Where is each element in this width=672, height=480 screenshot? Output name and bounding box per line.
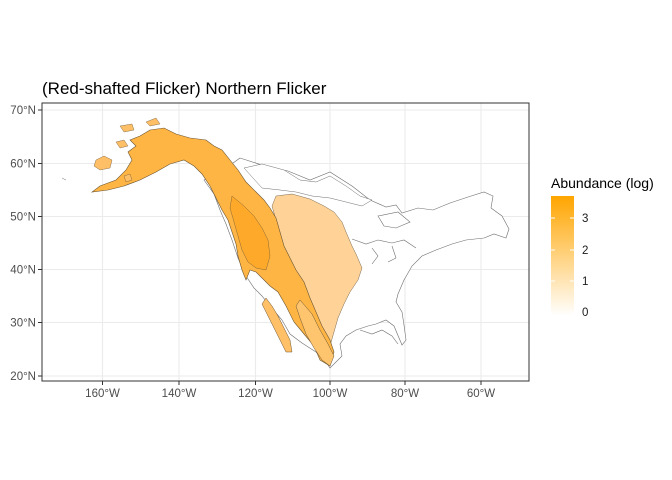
alaska-island-2	[115, 139, 129, 149]
core-abundance	[229, 195, 271, 271]
map-layer	[61, 117, 510, 369]
arctic-mainland	[243, 163, 373, 207]
y-tick-label: 30°N	[10, 318, 36, 330]
legend-label: 2	[582, 245, 588, 257]
great-lakes-line	[351, 238, 417, 249]
legend-label: 1	[582, 276, 588, 288]
legend-label: 0	[582, 307, 588, 319]
alaska-island-3	[119, 123, 135, 133]
x-tick-label: 60°W	[467, 388, 495, 400]
alaska-island-5	[123, 173, 133, 183]
x-tick-label: 80°W	[391, 388, 419, 400]
gulf-coast	[359, 329, 399, 345]
panel-border	[41, 102, 530, 382]
legend-label: 3	[582, 213, 588, 225]
y-tick-label: 40°N	[10, 265, 36, 277]
alaska-island-4	[145, 117, 161, 127]
legend-title: Abundance (log)	[551, 175, 654, 191]
baja-abundance	[261, 297, 293, 353]
legend-tick-marks	[551, 217, 574, 313]
hudson-bay-south	[377, 211, 411, 229]
alaska-islands	[93, 155, 113, 171]
lake-shores	[371, 245, 397, 265]
western-range-abundance	[90, 127, 335, 367]
y-tick-label: 50°N	[10, 212, 36, 224]
map-title: (Red-shafted Flicker) Northern Flicker	[42, 79, 327, 98]
aleutian-fragment	[61, 177, 67, 181]
mexico-abundance	[295, 299, 335, 367]
y-tick-label: 60°N	[10, 159, 36, 171]
x-tick-label: 120°W	[238, 388, 273, 400]
y-tick-label: 70°N	[10, 105, 36, 117]
x-tick-label: 160°W	[85, 388, 120, 400]
legend-colorbar	[551, 196, 574, 316]
x-tick-label: 140°W	[162, 388, 197, 400]
x-tick-label: 100°W	[313, 388, 348, 400]
axis-ticks	[38, 109, 482, 385]
y-tick-label: 20°N	[10, 371, 36, 383]
